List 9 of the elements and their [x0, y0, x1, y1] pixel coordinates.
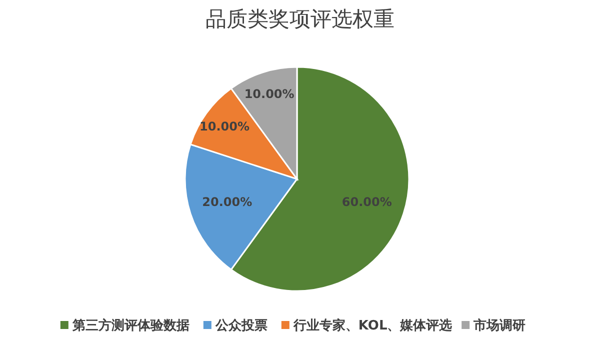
- legend-label: 公众投票: [214, 318, 268, 334]
- legend-label: 第三方测评体验数据: [71, 318, 190, 334]
- legend-label: 市场调研: [472, 318, 526, 334]
- data-label: 10.00%: [244, 86, 294, 101]
- data-label: 10.00%: [200, 120, 250, 134]
- data-label: 20.00%: [202, 194, 252, 209]
- legend-label: 行业专家、KOL、媒体评选: [292, 318, 452, 334]
- data-label: 60.00%: [342, 194, 392, 209]
- chart-title: 品质类奖项评选权重: [206, 7, 394, 31]
